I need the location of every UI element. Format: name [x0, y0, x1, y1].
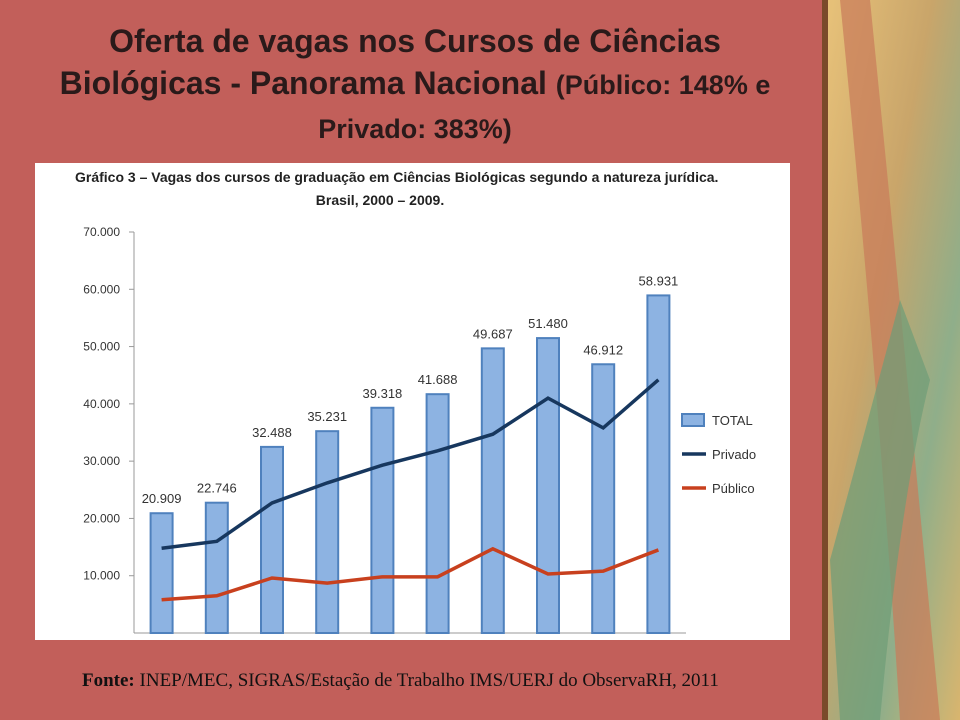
legend-label: TOTAL [712, 413, 753, 428]
y-tick-label: 40.000 [83, 397, 120, 411]
y-tick-label: 50.000 [83, 340, 120, 354]
value-label: 20.909 [142, 491, 182, 506]
chart-subtitle: Brasil, 2000 – 2009. [316, 192, 444, 208]
bar [260, 445, 284, 634]
legend-swatch [681, 413, 705, 427]
bar [370, 406, 395, 635]
value-label: 35.231 [307, 409, 347, 424]
value-label: 32.488 [252, 425, 292, 440]
bar [204, 501, 229, 634]
bar [425, 393, 450, 634]
source-text: INEP/MEC, SIGRAS/Estação de Trabalho IMS… [139, 670, 719, 691]
value-label: 51.480 [528, 316, 568, 331]
value-label: 46.912 [583, 342, 623, 357]
y-tick-label: 30.000 [83, 454, 120, 468]
bar [591, 363, 616, 634]
bar [646, 294, 671, 634]
title-main: Oferta de vagas nos Cursos de Ciências B… [59, 23, 721, 101]
line [161, 378, 660, 550]
value-label: 41.688 [418, 372, 458, 387]
legend-label: Privado [712, 447, 756, 462]
title-note: (Público: 148% e Privado: 383%) [318, 70, 771, 144]
bar [536, 337, 560, 634]
value-label: 58.931 [639, 273, 679, 288]
source-label: Fonte: [82, 670, 135, 691]
legend-label: Público [712, 481, 755, 496]
source: Fonte: INEP/MEC, SIGRAS/Estação de Traba… [82, 670, 719, 692]
bar [480, 347, 505, 634]
decoration [830, 300, 930, 720]
decoration [822, 0, 828, 720]
y-tick-label: 20.000 [83, 511, 120, 525]
chart-title: Gráfico 3 – Vagas dos cursos de graduaçã… [75, 169, 718, 185]
line [161, 546, 660, 602]
value-label: 22.746 [197, 481, 237, 496]
chart-area [35, 163, 790, 640]
bar [149, 512, 174, 635]
bar [315, 430, 340, 634]
y-tick-label: 10.000 [83, 569, 120, 583]
value-label: 39.318 [363, 386, 403, 401]
slide-title: Oferta de vagas nos Cursos de Ciências B… [40, 20, 790, 150]
y-tick-label: 70.000 [83, 225, 120, 239]
value-label: 49.687 [473, 326, 513, 341]
y-tick-label: 60.000 [83, 282, 120, 296]
